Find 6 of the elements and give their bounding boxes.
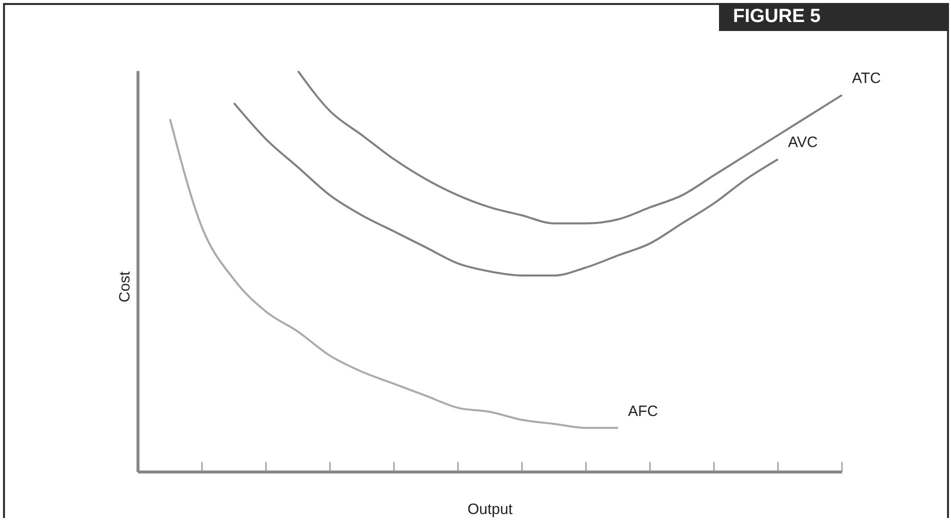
series-label: AVC [788,134,818,152]
x-axis-title: Output [467,501,514,518]
y-axis-title: Cost [116,270,134,302]
series-label: AFC [628,402,658,420]
chart-title: FIGURE 5 [719,3,949,31]
series-label: ATC [852,70,882,88]
